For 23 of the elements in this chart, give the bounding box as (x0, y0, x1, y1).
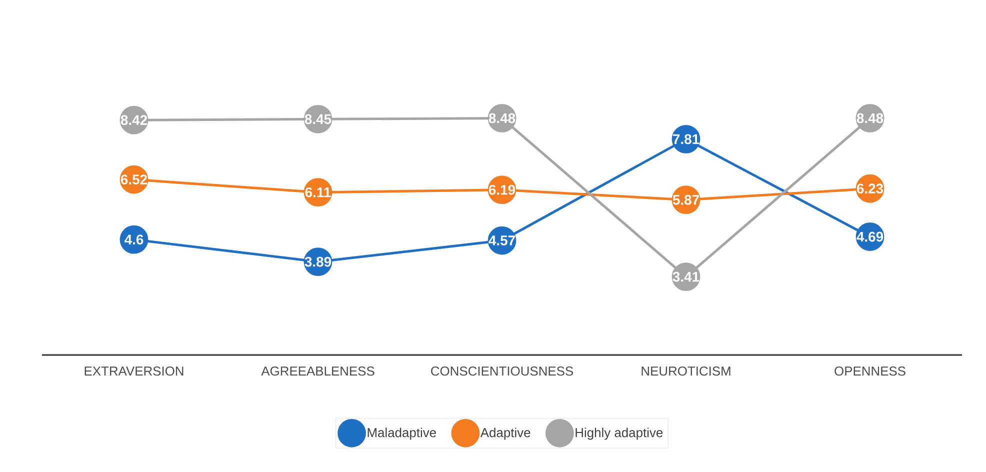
x-tick-label: EXTRAVERSION (84, 366, 184, 376)
data-label: 6.11 (305, 187, 331, 198)
x-tick-label: OPENNESS (834, 366, 906, 376)
data-label: 6.19 (488, 184, 516, 195)
data-label: 4.57 (488, 236, 515, 246)
data-label: 4.6 (124, 234, 144, 245)
data-label: 8.45 (304, 114, 332, 124)
data-label: 5.87 (672, 194, 699, 205)
data-label: 8.48 (856, 113, 884, 124)
data-label: 3.89 (304, 256, 332, 267)
legend-label: Highly adaptive (576, 428, 663, 440)
data-label: 8.48 (488, 113, 516, 124)
data-label: 7.81 (673, 134, 700, 144)
data-label: 6.23 (856, 184, 884, 194)
legend-label: Adaptive (480, 428, 530, 440)
x-tick-label: NEUROTICISM (642, 366, 730, 376)
data-label: 8.42 (120, 115, 148, 126)
x-tick-label: AGREEABLENESS (261, 366, 374, 376)
data-label: 6.52 (120, 174, 148, 184)
legend-label: Maladaptive (368, 428, 436, 440)
data-label: 4.69 (856, 232, 884, 242)
data-label: 3.41 (672, 272, 700, 282)
x-tick-label: CONSCIENTIOUSNESS (431, 366, 574, 376)
